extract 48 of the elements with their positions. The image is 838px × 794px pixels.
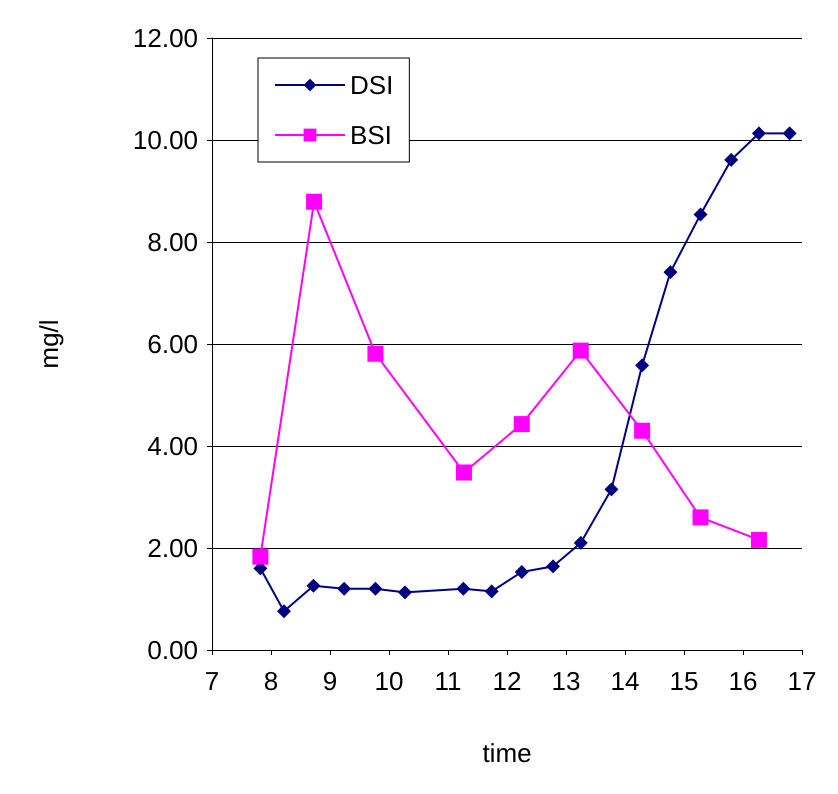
point — [456, 582, 470, 596]
y-tick-label: 2.00 — [147, 533, 198, 563]
point — [724, 152, 738, 167]
x-tick-label: 14 — [610, 666, 640, 696]
legend-label: DSI — [350, 70, 394, 100]
point — [337, 582, 352, 596]
point — [604, 482, 618, 496]
point — [484, 584, 499, 598]
point — [252, 548, 268, 565]
x-tick-label: 12 — [492, 666, 522, 696]
x-tick-label: 16 — [728, 666, 758, 696]
x-tick-label: 7 — [204, 666, 220, 696]
y-tick-label: 0.00 — [147, 635, 198, 665]
point — [663, 265, 678, 280]
point — [635, 358, 650, 372]
point — [367, 346, 384, 362]
point — [514, 564, 529, 579]
point — [398, 585, 412, 600]
x-tick-label: 15 — [670, 666, 698, 696]
legend-label: BSI — [350, 120, 392, 150]
point — [306, 578, 320, 593]
point — [692, 509, 709, 526]
point — [368, 582, 382, 596]
point — [574, 536, 588, 550]
y-tick-label: 10.00 — [132, 125, 198, 155]
point — [634, 422, 650, 439]
point — [306, 194, 322, 210]
x-tick-label: 9 — [322, 666, 338, 696]
x-tick-label: 13 — [552, 666, 580, 696]
point — [694, 207, 708, 222]
y-tick-label: 8.00 — [147, 227, 198, 257]
point — [572, 342, 589, 359]
y-tick-label: 4.00 — [147, 431, 198, 461]
x-tick-label: 10 — [374, 666, 404, 696]
y-tick-label: 6.00 — [147, 329, 198, 359]
point — [782, 126, 797, 140]
x-tick-label: 17 — [788, 666, 816, 696]
x-axis-title: time — [482, 738, 532, 768]
point — [456, 464, 472, 481]
point — [750, 532, 767, 548]
point — [546, 559, 560, 574]
y-tick-label: 12.00 — [132, 23, 198, 53]
point — [276, 604, 291, 618]
x-tick-label: 11 — [434, 666, 462, 696]
y-axis-title: mg/l — [34, 319, 64, 369]
point — [752, 126, 766, 140]
point — [514, 416, 530, 432]
x-tick-label: 8 — [264, 666, 278, 696]
